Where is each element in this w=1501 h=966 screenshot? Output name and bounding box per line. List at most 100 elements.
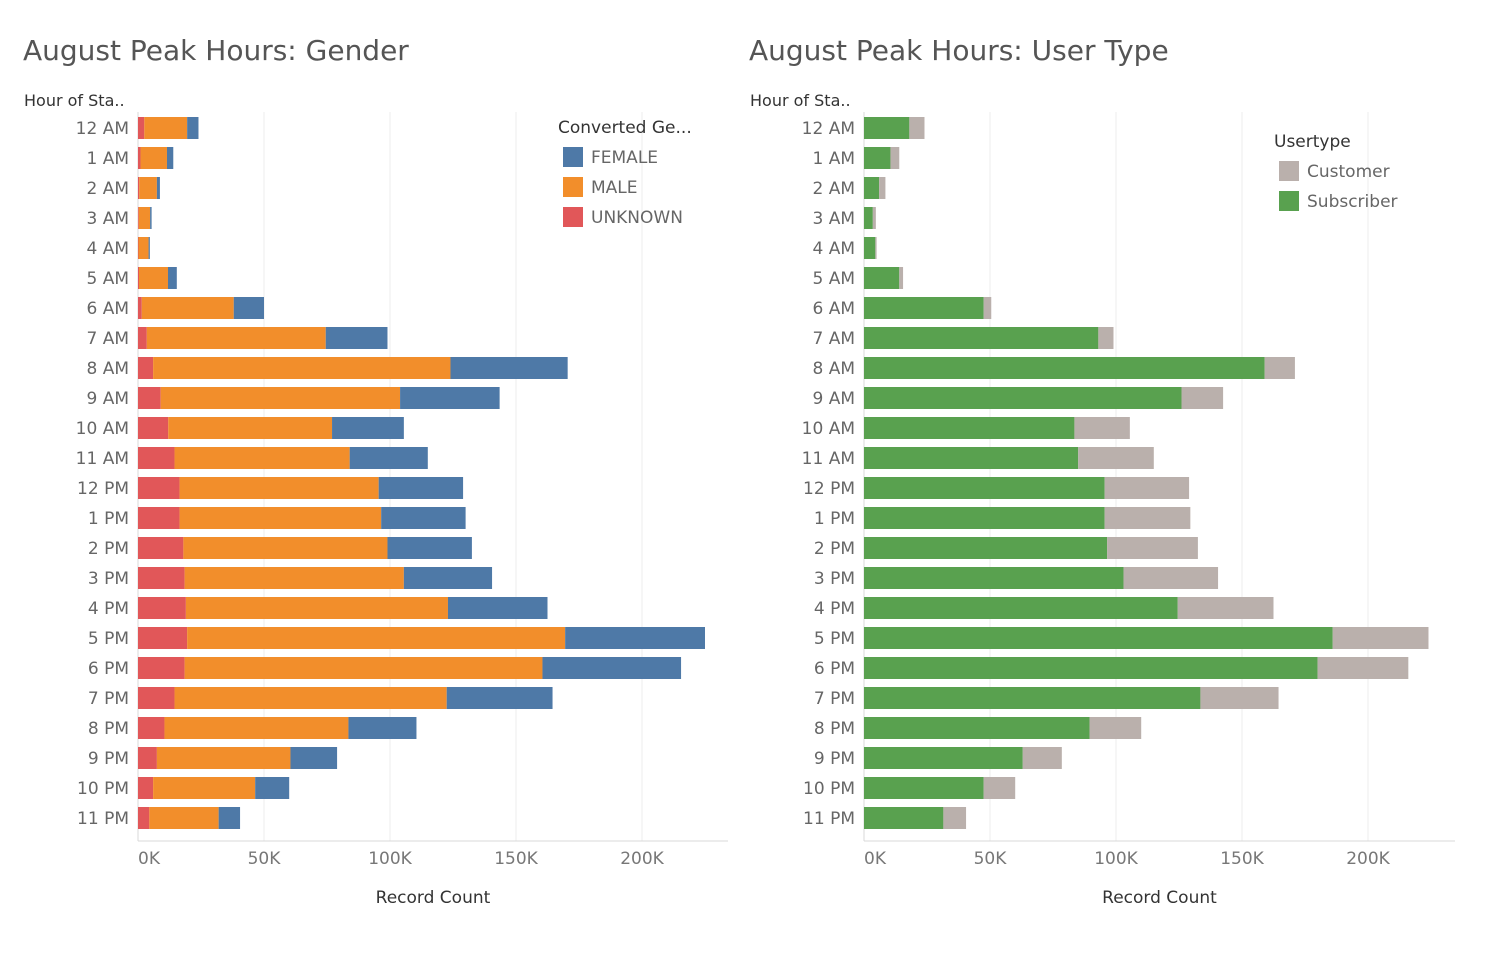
bar-subscriber-4-am[interactable]: [864, 237, 876, 259]
bar-customer-11-pm[interactable]: [943, 807, 967, 829]
bar-male-10-pm[interactable]: [153, 777, 256, 799]
bar-unknown-7-pm[interactable]: [138, 687, 175, 709]
bar-female-10-pm[interactable]: [255, 777, 290, 799]
bar-unknown-4-pm[interactable]: [138, 597, 186, 619]
bar-male-8-pm[interactable]: [164, 717, 349, 739]
bar-male-5-am[interactable]: [139, 267, 168, 289]
bar-unknown-11-pm[interactable]: [138, 807, 150, 829]
bar-subscriber-3-pm[interactable]: [864, 567, 1124, 589]
bar-customer-4-pm[interactable]: [1177, 597, 1274, 619]
bar-subscriber-1-am[interactable]: [864, 147, 891, 169]
bar-unknown-8-pm[interactable]: [138, 717, 165, 739]
bar-female-3-pm[interactable]: [403, 567, 493, 589]
legend-label-male[interactable]: MALE: [591, 178, 638, 198]
bar-unknown-2-pm[interactable]: [138, 537, 184, 559]
bar-female-6-pm[interactable]: [542, 657, 682, 679]
bar-male-10-am[interactable]: [168, 417, 333, 439]
bar-subscriber-5-am[interactable]: [864, 267, 900, 289]
bar-customer-9-am[interactable]: [1181, 387, 1224, 409]
bar-male-3-am[interactable]: [138, 207, 151, 229]
bar-unknown-6-pm[interactable]: [138, 657, 185, 679]
bar-female-1-pm[interactable]: [381, 507, 466, 529]
bar-customer-12-pm[interactable]: [1104, 477, 1190, 499]
bar-male-9-am[interactable]: [160, 387, 401, 409]
bar-subscriber-10-pm[interactable]: [864, 777, 984, 799]
bar-female-2-am[interactable]: [156, 177, 160, 199]
bar-unknown-10-am[interactable]: [138, 417, 169, 439]
bar-female-8-pm[interactable]: [348, 717, 417, 739]
bar-female-9-am[interactable]: [400, 387, 500, 409]
bar-subscriber-11-am[interactable]: [864, 447, 1079, 469]
bar-female-4-pm[interactable]: [447, 597, 548, 619]
bar-subscriber-8-pm[interactable]: [864, 717, 1090, 739]
bar-male-6-am[interactable]: [141, 297, 234, 319]
bar-unknown-3-pm[interactable]: [138, 567, 185, 589]
bar-customer-5-pm[interactable]: [1332, 627, 1429, 649]
bar-female-8-am[interactable]: [450, 357, 568, 379]
bar-subscriber-8-am[interactable]: [864, 357, 1265, 379]
bar-unknown-12-pm[interactable]: [138, 477, 180, 499]
bar-unknown-2-am[interactable]: [138, 177, 140, 199]
bar-customer-7-am[interactable]: [1098, 327, 1114, 349]
bar-customer-3-pm[interactable]: [1123, 567, 1219, 589]
bar-female-2-pm[interactable]: [387, 537, 472, 559]
bar-female-7-pm[interactable]: [446, 687, 553, 709]
legend-label-subscriber[interactable]: Subscriber: [1307, 192, 1398, 212]
bar-female-11-pm[interactable]: [218, 807, 241, 829]
bar-customer-9-pm[interactable]: [1022, 747, 1062, 769]
bar-customer-10-am[interactable]: [1074, 417, 1130, 439]
bar-male-4-pm[interactable]: [185, 597, 448, 619]
legend-label-customer[interactable]: Customer: [1307, 162, 1390, 182]
bar-subscriber-6-am[interactable]: [864, 297, 984, 319]
legend-swatch-unknown[interactable]: [563, 207, 583, 227]
bar-male-2-am[interactable]: [139, 177, 157, 199]
legend-label-female[interactable]: FEMALE: [591, 148, 658, 168]
bar-subscriber-6-pm[interactable]: [864, 657, 1318, 679]
bar-male-12-am[interactable]: [144, 117, 188, 139]
bar-unknown-3-am[interactable]: [138, 207, 139, 229]
bar-male-11-pm[interactable]: [149, 807, 219, 829]
bar-male-6-pm[interactable]: [184, 657, 543, 679]
bar-customer-8-pm[interactable]: [1089, 717, 1142, 739]
bar-subscriber-3-am[interactable]: [864, 207, 873, 229]
bar-customer-10-pm[interactable]: [983, 777, 1016, 799]
bar-male-3-pm[interactable]: [184, 567, 404, 589]
bar-customer-3-am[interactable]: [872, 207, 876, 229]
bar-unknown-1-pm[interactable]: [138, 507, 180, 529]
bar-subscriber-12-pm[interactable]: [864, 477, 1105, 499]
bar-unknown-7-am[interactable]: [138, 327, 147, 349]
bar-female-5-pm[interactable]: [565, 627, 705, 649]
bar-female-10-am[interactable]: [332, 417, 404, 439]
bar-female-12-pm[interactable]: [378, 477, 464, 499]
bar-customer-12-am[interactable]: [909, 117, 925, 139]
bar-female-6-am[interactable]: [233, 297, 264, 319]
bar-subscriber-11-pm[interactable]: [864, 807, 944, 829]
bar-customer-4-am[interactable]: [875, 237, 877, 259]
bar-female-9-pm[interactable]: [290, 747, 338, 769]
bar-customer-2-pm[interactable]: [1107, 537, 1198, 559]
bar-customer-8-am[interactable]: [1264, 357, 1295, 379]
bar-subscriber-9-am[interactable]: [864, 387, 1182, 409]
bar-unknown-10-pm[interactable]: [138, 777, 154, 799]
legend-swatch-male[interactable]: [563, 177, 583, 197]
bar-female-12-am[interactable]: [187, 117, 199, 139]
bar-female-3-am[interactable]: [150, 207, 152, 229]
bar-customer-7-pm[interactable]: [1200, 687, 1279, 709]
bar-unknown-4-am[interactable]: [138, 237, 139, 259]
bar-unknown-1-am[interactable]: [138, 147, 141, 169]
bar-male-4-am[interactable]: [138, 237, 149, 259]
bar-unknown-5-pm[interactable]: [138, 627, 188, 649]
bar-female-11-am[interactable]: [349, 447, 428, 469]
bar-male-7-pm[interactable]: [174, 687, 447, 709]
bar-customer-6-pm[interactable]: [1317, 657, 1409, 679]
bar-subscriber-1-pm[interactable]: [864, 507, 1105, 529]
legend-swatch-subscriber[interactable]: [1279, 191, 1299, 211]
bar-male-1-pm[interactable]: [179, 507, 382, 529]
legend-swatch-customer[interactable]: [1279, 161, 1299, 181]
bar-subscriber-2-pm[interactable]: [864, 537, 1108, 559]
bar-male-12-pm[interactable]: [179, 477, 379, 499]
bar-subscriber-9-pm[interactable]: [864, 747, 1023, 769]
bar-customer-2-am[interactable]: [879, 177, 886, 199]
bar-male-9-pm[interactable]: [156, 747, 291, 769]
bar-unknown-9-pm[interactable]: [138, 747, 157, 769]
